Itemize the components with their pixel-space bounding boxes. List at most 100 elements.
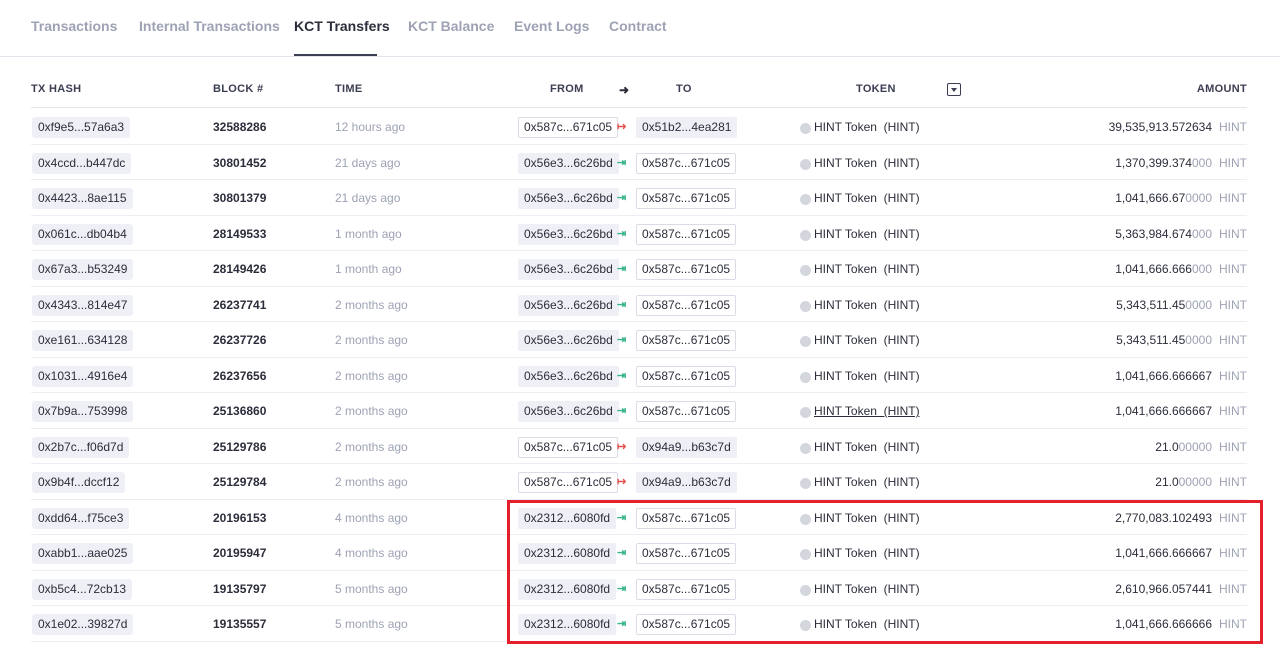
from-address[interactable]: 0x56e3...6c26bd <box>518 223 619 245</box>
from-address[interactable]: 0x2312...6080fd <box>518 507 617 529</box>
token-link[interactable]: HINT Token (HINT) <box>814 191 920 205</box>
to-address[interactable]: 0x587c...671c05 <box>636 401 737 422</box>
block-number-link[interactable]: 26237741 <box>213 297 267 312</box>
tx-hash-link[interactable]: 0x061c...db04b4 <box>32 223 133 245</box>
from-address[interactable]: 0x2312...6080fd <box>518 578 617 600</box>
from-address[interactable]: 0x56e3...6c26bd <box>518 365 619 387</box>
amount-main: 1,041,666.666666 <box>1115 617 1212 631</box>
to-address[interactable]: 0x94a9...b63c7d <box>636 436 737 458</box>
token-link[interactable]: HINT Token (HINT) <box>814 155 920 170</box>
to-address[interactable]: 0x51b2...4ea281 <box>636 117 738 138</box>
tab-event-logs[interactable]: Event Logs <box>514 18 590 34</box>
token-circle-icon <box>800 158 811 170</box>
amount-trailing-zeros: 00000 <box>1178 439 1212 454</box>
from-address[interactable]: 0x56e3...6c26bd <box>518 294 619 316</box>
token-link[interactable]: HINT Token (HINT) <box>814 297 920 312</box>
tx-hash-link[interactable]: 0x9b4f...dccf12 <box>32 472 126 493</box>
amount-value: 1,041,666.666667 <box>1115 546 1212 560</box>
tx-hash-link[interactable]: 0x67a3...b53249 <box>32 259 134 280</box>
tx-hash-link[interactable]: 0x2b7c...f06d7d <box>32 436 130 458</box>
block-number-link[interactable]: 25129786 <box>213 439 267 454</box>
block-number-link[interactable]: 28149426 <box>213 262 267 276</box>
to-address[interactable]: 0x587c...671c05 <box>636 507 737 529</box>
arrow-in-icon: ⇥ <box>617 405 627 417</box>
tab-kct-balance[interactable]: KCT Balance <box>408 18 495 34</box>
from-address[interactable]: 0x56e3...6c26bd <box>518 330 619 351</box>
time-ago: 2 months ago <box>335 439 408 454</box>
from-address[interactable]: 0x2312...6080fd <box>518 614 617 635</box>
to-address[interactable]: 0x587c...671c05 <box>636 543 737 564</box>
to-address[interactable]: 0x587c...671c05 <box>636 294 737 316</box>
tab-kct-transfers[interactable]: KCT Transfers <box>294 18 390 34</box>
to-address[interactable]: 0x587c...671c05 <box>636 365 737 387</box>
tx-hash-link[interactable]: 0xf9e5...57a6a3 <box>32 117 131 138</box>
tx-hash-link[interactable]: 0xb5c4...72cb13 <box>32 578 133 600</box>
tx-hash-link[interactable]: 0x4ccd...b447dc <box>32 152 132 174</box>
from-address[interactable]: 0x56e3...6c26bd <box>518 152 619 174</box>
amount-value: 21.000000 <box>1155 440 1212 454</box>
from-address[interactable]: 0x56e3...6c26bd <box>518 259 619 280</box>
block-number-link[interactable]: 19135797 <box>213 581 267 596</box>
amount-main: 1,041,666.67 <box>1115 191 1186 205</box>
header-from: FROM <box>550 83 584 95</box>
block-number-link[interactable]: 32588286 <box>213 120 267 134</box>
token-symbol: HINT <box>1219 333 1247 347</box>
block-number-link[interactable]: 25136860 <box>213 404 267 418</box>
block-number-link[interactable]: 30801379 <box>213 191 267 205</box>
to-address[interactable]: 0x587c...671c05 <box>636 578 737 600</box>
block-number-link[interactable]: 26237726 <box>213 333 267 347</box>
token-circle-icon <box>800 229 811 241</box>
tx-hash-link[interactable]: 0x7b9a...753998 <box>32 401 134 422</box>
token-symbol: HINT <box>1219 546 1247 560</box>
block-number-link[interactable]: 28149533 <box>213 226 267 241</box>
to-address[interactable]: 0x587c...671c05 <box>636 330 737 351</box>
block-number-link[interactable]: 26237656 <box>213 368 267 383</box>
token-link[interactable]: HINT Token (HINT) <box>814 368 920 383</box>
block-number-link[interactable]: 30801452 <box>213 155 267 170</box>
tx-hash-link[interactable]: 0x4343...814e47 <box>32 294 134 316</box>
token-link[interactable]: HINT Token (HINT) <box>814 404 920 418</box>
to-address[interactable]: 0x587c...671c05 <box>636 259 737 280</box>
token-circle-icon <box>800 442 811 454</box>
from-address[interactable]: 0x2312...6080fd <box>518 543 617 564</box>
token-link[interactable]: HINT Token (HINT) <box>814 617 920 631</box>
tx-hash-link[interactable]: 0xabb1...aae025 <box>32 543 134 564</box>
amount-trailing-zeros: 000 <box>1191 226 1212 241</box>
tx-hash-link[interactable]: 0x1e02...39827d <box>32 614 134 635</box>
tx-hash-link[interactable]: 0x1031...4916e4 <box>32 365 134 387</box>
to-address[interactable]: 0x587c...671c05 <box>636 614 737 635</box>
token-link[interactable]: HINT Token (HINT) <box>814 262 920 276</box>
block-number-link[interactable]: 25129784 <box>213 475 267 489</box>
from-address[interactable]: 0x56e3...6c26bd <box>518 401 619 422</box>
token-link[interactable]: HINT Token (HINT) <box>814 333 920 347</box>
tx-hash-link[interactable]: 0x4423...8ae115 <box>32 188 133 209</box>
from-address[interactable]: 0x587c...671c05 <box>518 472 619 493</box>
tx-hash-link[interactable]: 0xdd64...f75ce3 <box>32 507 130 529</box>
from-address[interactable]: 0x587c...671c05 <box>518 117 619 138</box>
to-address[interactable]: 0x587c...671c05 <box>636 188 737 209</box>
block-number-link[interactable]: 20195947 <box>213 546 267 560</box>
header-to: TO <box>676 83 692 95</box>
from-address[interactable]: 0x587c...671c05 <box>518 436 619 458</box>
dropdown-filter-icon[interactable] <box>947 83 961 96</box>
token-link[interactable]: HINT Token (HINT) <box>814 475 920 489</box>
tx-hash-link[interactable]: 0xe161...634128 <box>32 330 134 351</box>
to-address[interactable]: 0x587c...671c05 <box>636 223 737 245</box>
tab-transactions[interactable]: Transactions <box>31 18 118 34</box>
token-link[interactable]: HINT Token (HINT) <box>814 546 920 560</box>
block-number-link[interactable]: 19135557 <box>213 617 267 631</box>
to-address[interactable]: 0x94a9...b63c7d <box>636 472 737 493</box>
tab-internal-transactions[interactable]: Internal Transactions <box>139 18 280 34</box>
table-row: 0x1031...4916e4 26237656 2 months ago 0x56e… <box>31 358 1247 393</box>
token-link[interactable]: HINT Token (HINT) <box>814 581 920 596</box>
token-link[interactable]: HINT Token (HINT) <box>814 226 920 241</box>
table-header: TX HASH BLOCK # TIME FROM ➜ TO TOKEN AMO… <box>31 78 1247 108</box>
tab-contract[interactable]: Contract <box>609 18 667 34</box>
token-symbol: HINT <box>1219 297 1247 312</box>
to-address[interactable]: 0x587c...671c05 <box>636 152 737 174</box>
block-number-link[interactable]: 20196153 <box>213 510 267 525</box>
from-address[interactable]: 0x56e3...6c26bd <box>518 188 619 209</box>
token-link[interactable]: HINT Token (HINT) <box>814 439 920 454</box>
token-link[interactable]: HINT Token (HINT) <box>814 120 920 134</box>
token-link[interactable]: HINT Token (HINT) <box>814 510 920 525</box>
